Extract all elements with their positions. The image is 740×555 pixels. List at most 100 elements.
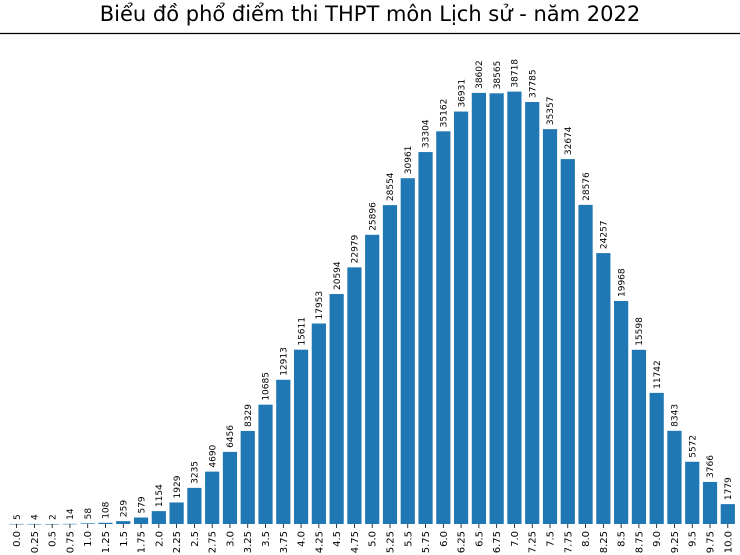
x-tick-label-0.75: 0.75 xyxy=(65,531,76,553)
bar-7.75 xyxy=(560,159,575,524)
x-tick-label-6.25: 6.25 xyxy=(457,531,468,553)
x-tick-label-1.75: 1.75 xyxy=(137,531,148,553)
bar-9.75 xyxy=(702,481,718,524)
data-label-1.5: 259 xyxy=(119,500,129,517)
x-tick-label-2.75: 2.75 xyxy=(208,531,219,553)
data-label-8.75: 15598 xyxy=(635,317,645,346)
x-tick-label-4.0: 4.0 xyxy=(297,531,308,547)
data-label-7.0: 38718 xyxy=(511,59,521,88)
bar-2.0 xyxy=(151,511,166,524)
bar-4.75 xyxy=(347,267,362,524)
x-tick-label-9.0: 9.0 xyxy=(652,531,663,547)
bar-5.25 xyxy=(382,205,398,525)
data-label-3.0: 6456 xyxy=(226,425,236,448)
data-label-2.0: 1154 xyxy=(155,484,165,507)
data-label-6.25: 36931 xyxy=(457,79,467,108)
x-tick-label-3.5: 3.5 xyxy=(261,531,272,547)
bar-1.5 xyxy=(116,521,131,524)
x-tick-label-7.0: 7.0 xyxy=(510,531,521,547)
data-label-0.75: 14 xyxy=(66,508,76,520)
data-label-7.5: 35357 xyxy=(546,96,556,125)
x-axis-ticks: 0.0 0.25 0.5 0.75 1.0 1.25 1.5 1.75 2.0 2.25 2.5 2.… xyxy=(12,524,734,553)
x-tick-label-5.0: 5.0 xyxy=(368,531,379,547)
x-tick-label-3.25: 3.25 xyxy=(243,531,254,553)
bar-8.5 xyxy=(614,301,629,524)
x-tick-label-4.75: 4.75 xyxy=(350,531,361,553)
x-tick-label-6.75: 6.75 xyxy=(492,531,503,553)
x-tick-label-3.75: 3.75 xyxy=(279,531,290,553)
data-label-1.25: 108 xyxy=(102,501,112,518)
bar-4.5 xyxy=(329,294,344,524)
x-tick-label-7.75: 7.75 xyxy=(563,531,574,553)
data-label-5.75: 33304 xyxy=(422,119,432,148)
bar-5.0 xyxy=(365,234,380,525)
x-tick-label-1.25: 1.25 xyxy=(101,531,112,553)
x-tick-label-4.25: 4.25 xyxy=(314,531,325,553)
bar-2.75 xyxy=(205,471,220,524)
x-tick-label-0.5: 0.5 xyxy=(48,531,59,547)
bar-4.25 xyxy=(311,323,326,524)
bar-2.5 xyxy=(187,487,202,524)
bar-2.25 xyxy=(169,502,184,524)
x-tick-label-6.0: 6.0 xyxy=(439,531,450,547)
bar-1.25 xyxy=(98,522,113,524)
bar-8.75 xyxy=(631,349,646,524)
bars-group xyxy=(9,91,735,525)
x-tick-label-7.25: 7.25 xyxy=(528,531,539,553)
x-tick-label-5.75: 5.75 xyxy=(421,531,432,553)
data-labels-group: 5 4 2 14 58 108 259 579 1154 1929 3235 4690 6456 8329… xyxy=(13,59,734,520)
data-label-5.0: 25896 xyxy=(368,202,378,231)
bar-3.75 xyxy=(276,379,291,524)
data-label-4.0: 15611 xyxy=(297,317,307,346)
bar-3.5 xyxy=(258,404,273,524)
bar-1.0 xyxy=(80,523,95,524)
x-tick-label-0.0: 0.0 xyxy=(12,531,23,547)
bar-9.25 xyxy=(667,430,682,524)
data-label-7.75: 32674 xyxy=(564,126,574,155)
data-label-0.25: 4 xyxy=(31,514,41,520)
data-label-3.5: 10685 xyxy=(262,372,272,401)
bar-8.25 xyxy=(596,253,611,524)
x-tick-label-8.0: 8.0 xyxy=(581,531,592,547)
data-label-4.25: 17953 xyxy=(315,291,325,320)
data-label-5.25: 28554 xyxy=(386,172,396,201)
x-tick-label-6.5: 6.5 xyxy=(474,531,485,547)
data-label-0.5: 2 xyxy=(48,514,58,520)
bar-4.0 xyxy=(293,349,309,524)
data-label-2.75: 4690 xyxy=(208,444,218,467)
x-tick-label-5.5: 5.5 xyxy=(403,531,414,547)
data-label-4.75: 22979 xyxy=(351,234,361,263)
x-tick-label-9.25: 9.25 xyxy=(670,531,681,553)
bar-9.5 xyxy=(685,461,700,524)
x-tick-label-1.0: 1.0 xyxy=(83,531,94,547)
bar-10.0 xyxy=(720,504,735,524)
data-label-1.75: 579 xyxy=(137,496,147,513)
bar-6.0 xyxy=(436,131,451,524)
x-tick-label-5.25: 5.25 xyxy=(385,531,396,553)
data-label-4.5: 20594 xyxy=(333,261,343,290)
x-tick-label-7.5: 7.5 xyxy=(546,531,557,547)
data-label-3.25: 8329 xyxy=(244,404,254,427)
x-tick-label-0.25: 0.25 xyxy=(30,531,41,553)
chart-title: Biểu đồ phổ điểm thi THPT môn Lịch sử - … xyxy=(99,2,641,26)
data-label-2.5: 3235 xyxy=(191,461,201,484)
data-label-8.25: 24257 xyxy=(600,220,610,249)
bar-7.25 xyxy=(525,102,540,525)
data-label-9.0: 11742 xyxy=(653,360,663,389)
bar-6.5 xyxy=(471,92,486,525)
data-label-9.75: 3766 xyxy=(706,455,716,478)
data-label-9.25: 8343 xyxy=(671,404,681,427)
bar-6.75 xyxy=(489,93,504,524)
data-label-8.5: 19968 xyxy=(617,268,627,297)
bar-3.25 xyxy=(240,430,255,524)
data-label-2.25: 1929 xyxy=(173,475,183,498)
x-tick-label-8.75: 8.75 xyxy=(634,531,645,553)
bar-1.75 xyxy=(133,517,149,524)
bar-7.5 xyxy=(542,129,558,524)
data-label-0.0: 5 xyxy=(13,514,23,520)
data-label-3.75: 12913 xyxy=(280,347,290,376)
bar-6.25 xyxy=(454,111,469,524)
x-tick-label-10.0: 10.0 xyxy=(723,531,734,553)
bar-8.0 xyxy=(578,204,593,524)
